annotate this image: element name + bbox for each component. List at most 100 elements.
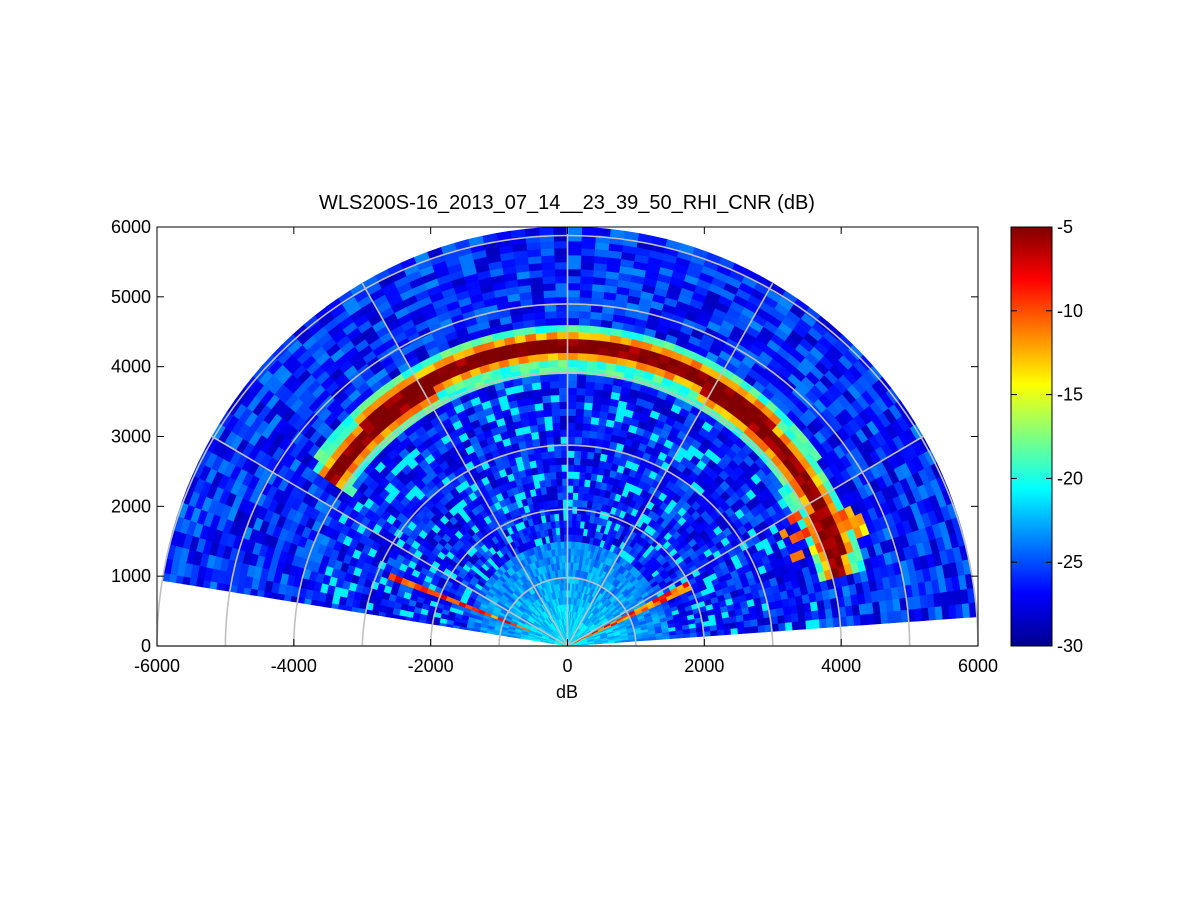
fan-cell	[585, 465, 593, 474]
fan-cell	[554, 289, 568, 298]
fan-cell	[583, 478, 591, 488]
fan-cell	[852, 614, 862, 626]
fan-cell	[555, 471, 563, 480]
fan-cell	[580, 240, 596, 250]
fan-cell	[524, 227, 540, 237]
fan-cell	[567, 247, 582, 256]
fan-cell	[557, 359, 568, 368]
fan-cell	[579, 268, 594, 278]
fan-cell	[586, 360, 598, 369]
fan-cell	[539, 373, 550, 383]
fan-cell	[572, 485, 579, 494]
fan-cell	[770, 615, 779, 625]
fan-cell	[575, 380, 586, 389]
fan-cell	[567, 373, 578, 382]
fan-cell	[581, 429, 591, 438]
fan-cell	[533, 318, 546, 327]
fan-cell	[567, 317, 580, 326]
fan-cell	[574, 422, 584, 431]
fan-cell	[553, 240, 568, 249]
fan-cell	[560, 464, 568, 472]
fan-cell	[818, 617, 828, 629]
fan-cell	[546, 345, 558, 354]
fan-cell	[572, 478, 580, 487]
fan-cell	[561, 471, 568, 479]
fan-cell	[576, 352, 588, 361]
fan-cell	[575, 387, 586, 396]
fan-cell	[567, 415, 576, 424]
fan-cell	[551, 415, 561, 424]
fan-cell	[744, 625, 753, 634]
fan-cell	[557, 499, 564, 508]
fan-cell	[567, 436, 576, 444]
fan-cell	[567, 324, 579, 333]
fan-cell	[570, 547, 575, 556]
fan-cell	[544, 422, 554, 432]
fan-cell	[547, 359, 559, 368]
fan-cell	[579, 457, 588, 466]
fan-cell	[581, 422, 591, 432]
fan-cell	[567, 226, 583, 235]
fan-cell	[812, 618, 821, 629]
fan-cell	[555, 310, 568, 319]
fan-cell	[536, 423, 546, 432]
fan-cell	[546, 338, 558, 347]
fan-cell	[555, 303, 568, 312]
fan-cell	[589, 318, 602, 327]
fan-cell	[716, 628, 725, 636]
fan-cell	[535, 339, 548, 348]
fan-cell	[541, 458, 550, 467]
fan-cell	[584, 387, 595, 397]
fan-cell	[582, 408, 593, 418]
rhi-fan-cells	[161, 226, 978, 647]
fan-cell	[585, 373, 596, 383]
fan-cell	[737, 626, 746, 635]
fan-cell	[555, 317, 568, 326]
fan-cell	[893, 609, 903, 623]
fan-cell	[572, 492, 579, 501]
fan-cell	[558, 387, 568, 396]
fan-cell	[579, 282, 593, 292]
fan-cell	[589, 311, 603, 320]
fan-cell	[578, 478, 586, 487]
fan-cell	[567, 310, 580, 319]
fan-cell	[567, 338, 579, 347]
fan-cell	[540, 261, 555, 271]
fan-cell	[571, 520, 577, 528]
fan-cell	[544, 317, 557, 326]
fan-cell	[567, 303, 580, 312]
fan-cell	[567, 485, 574, 493]
fan-cell	[539, 380, 551, 390]
fan-cell	[559, 436, 568, 444]
fan-cell	[588, 332, 601, 341]
fan-cell	[534, 325, 547, 334]
fan-cell	[575, 394, 586, 403]
fan-cell	[578, 317, 591, 326]
fan-cell	[756, 617, 766, 626]
fan-cell	[541, 394, 552, 404]
fan-cell	[567, 296, 580, 305]
fan-cell	[567, 401, 577, 410]
fan-cell	[567, 261, 581, 270]
fan-cell	[592, 452, 602, 461]
fan-cell	[575, 401, 585, 410]
fan-cell	[805, 619, 814, 630]
fan-cell	[553, 254, 568, 263]
fan-cell	[556, 324, 568, 333]
fan-cell	[588, 325, 601, 334]
fan-cell	[577, 485, 585, 494]
fan-cell	[544, 429, 554, 438]
fan-cell	[552, 436, 561, 445]
fan-cell	[551, 422, 561, 431]
fan-cell	[580, 436, 590, 445]
fan-cell	[567, 275, 581, 284]
fan-cell	[880, 611, 889, 624]
fan-cell	[575, 408, 585, 417]
fan-cell	[542, 401, 552, 411]
fan-cell	[558, 380, 568, 389]
fan-cell	[548, 464, 556, 473]
fan-cell	[541, 275, 556, 285]
fan-cell	[583, 394, 594, 404]
fan-cell	[570, 533, 576, 542]
fan-cell	[537, 430, 547, 439]
